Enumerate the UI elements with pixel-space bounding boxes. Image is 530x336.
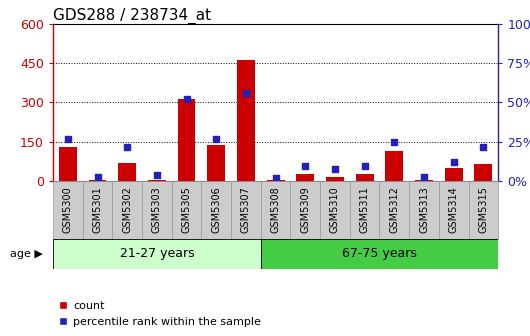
FancyBboxPatch shape [290,181,320,239]
Bar [296,174,314,181]
Bar [148,180,166,181]
Text: GSM5308: GSM5308 [271,186,280,234]
Text: GSM5312: GSM5312 [390,186,399,234]
Text: GSM5306: GSM5306 [211,186,221,234]
Point [93,174,102,179]
Text: GSM5314: GSM5314 [449,186,458,234]
Text: 21-27 years: 21-27 years [120,247,194,260]
Bar [474,164,492,181]
FancyBboxPatch shape [409,181,439,239]
Bar [118,163,136,181]
FancyBboxPatch shape [261,181,290,239]
Bar [326,177,344,181]
FancyBboxPatch shape [142,181,172,239]
Point [153,172,161,178]
Text: GSM5301: GSM5301 [93,186,102,234]
Point [360,163,369,168]
Text: GSM5302: GSM5302 [122,186,132,234]
Text: GSM5303: GSM5303 [152,186,162,234]
Bar [237,60,255,181]
FancyBboxPatch shape [201,181,231,239]
Point [479,144,488,150]
Bar [178,98,196,181]
Bar [53,239,261,269]
Point [64,136,72,141]
FancyBboxPatch shape [53,181,83,239]
Bar [59,147,77,181]
Bar [415,180,433,181]
Bar [267,180,285,181]
Text: age ▶: age ▶ [10,249,42,259]
Text: GSM5305: GSM5305 [182,186,191,234]
Text: GSM5309: GSM5309 [301,186,310,234]
Text: GSM5315: GSM5315 [479,186,488,234]
Point [390,139,399,145]
Bar [445,168,463,181]
Point [331,166,339,171]
Point [449,160,458,165]
Point [212,136,220,141]
Bar [356,174,374,181]
FancyBboxPatch shape [320,181,350,239]
Point [182,97,191,102]
FancyBboxPatch shape [350,181,379,239]
Text: GDS288 / 238734_at: GDS288 / 238734_at [53,7,211,24]
Point [301,163,310,168]
Text: GSM5310: GSM5310 [330,186,340,234]
FancyBboxPatch shape [469,181,498,239]
FancyBboxPatch shape [112,181,142,239]
Point [271,176,280,181]
FancyBboxPatch shape [379,181,409,239]
Bar [385,151,403,181]
Text: GSM5300: GSM5300 [63,186,73,234]
Text: GSM5311: GSM5311 [360,186,369,234]
Legend: count, percentile rank within the sample: count, percentile rank within the sample [58,301,261,327]
Bar [261,239,498,269]
Text: 67-75 years: 67-75 years [342,247,417,260]
Point [242,90,250,96]
Bar [89,180,107,181]
FancyBboxPatch shape [172,181,201,239]
FancyBboxPatch shape [439,181,469,239]
FancyBboxPatch shape [83,181,112,239]
Point [420,174,428,179]
Text: GSM5313: GSM5313 [419,186,429,234]
FancyBboxPatch shape [231,181,261,239]
Text: GSM5307: GSM5307 [241,186,251,234]
Bar [207,144,225,181]
Point [123,144,131,150]
